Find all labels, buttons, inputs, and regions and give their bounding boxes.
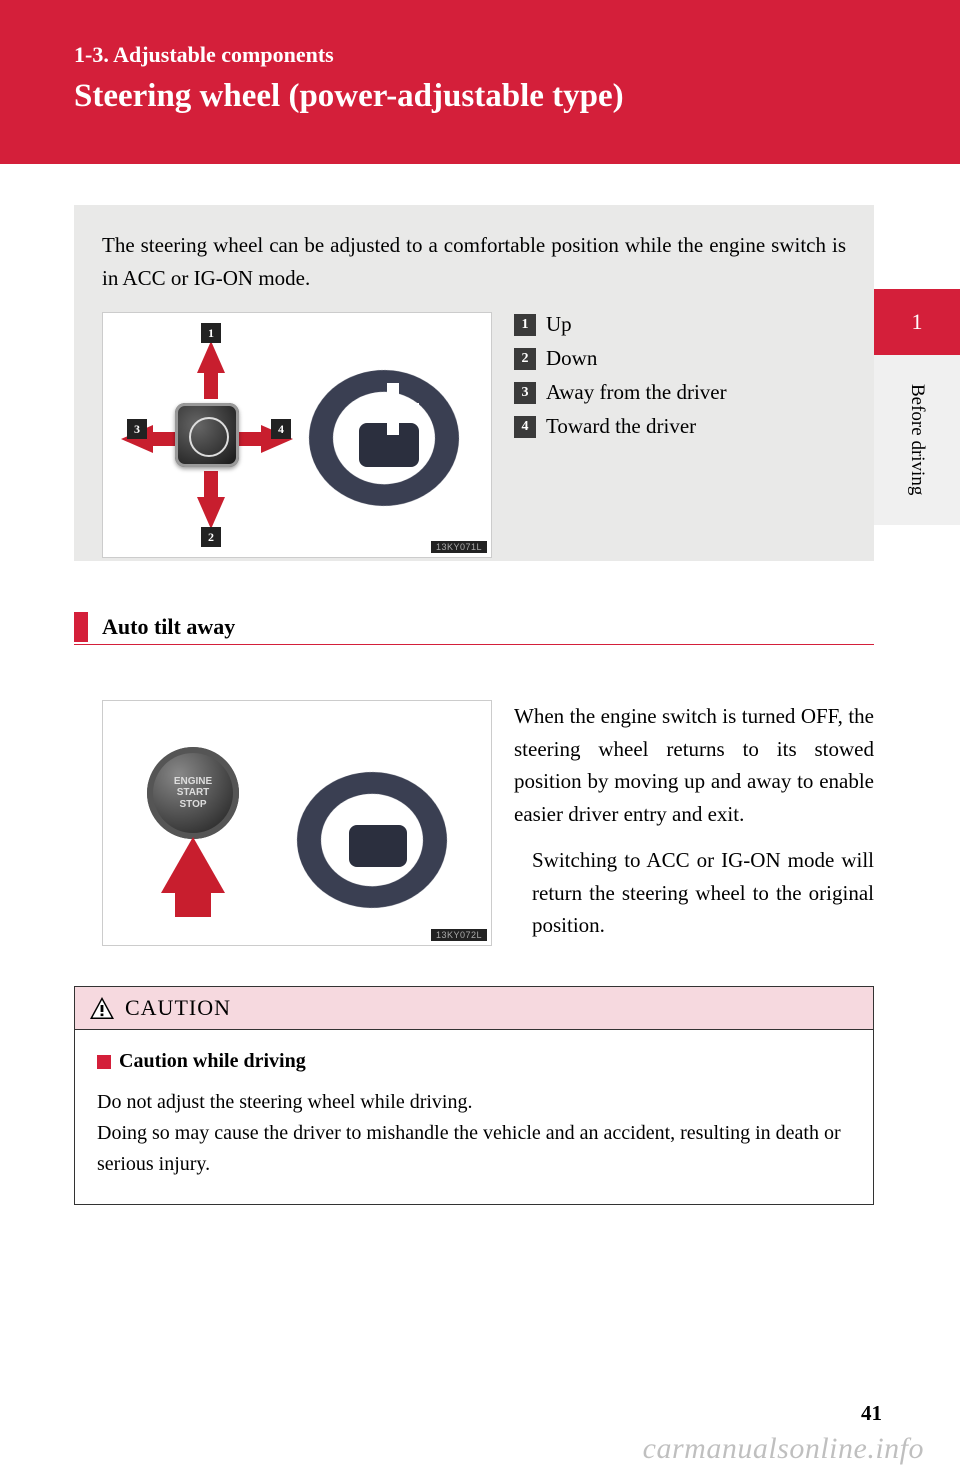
watermark: carmanualsonline.info: [643, 1432, 924, 1466]
list-badge-icon: 2: [514, 348, 536, 370]
intro-box: The steering wheel can be adjusted to a …: [74, 205, 874, 561]
arrow-up-icon: [197, 341, 225, 373]
callout-badge-3: 3: [127, 419, 147, 439]
callout-badge-4: 4: [271, 419, 291, 439]
list-label: Up: [546, 312, 572, 337]
engine-btn-line: ENGINE: [174, 776, 212, 788]
direction-list: 1 Up 2 Down 3 Away from the driver 4 Tow…: [514, 312, 846, 558]
list-badge-icon: 4: [514, 416, 536, 438]
caution-header-label: CAUTION: [125, 995, 231, 1021]
header-bar: 1-3. Adjustable components Steering whee…: [0, 0, 960, 164]
list-label: Toward the driver: [546, 414, 696, 439]
side-tab-number: 1: [874, 289, 960, 355]
steering-wheel-schematic: [289, 323, 485, 547]
tilt-illustration: ENGINE START STOP 13KY072L: [102, 700, 492, 946]
caution-body: Caution while driving Do not adjust the …: [75, 1030, 873, 1204]
switch-knob-icon: [175, 403, 239, 467]
red-square-icon: [97, 1055, 111, 1069]
list-item: 2 Down: [514, 346, 846, 371]
callout-badge-2: 2: [201, 527, 221, 547]
list-item: 1 Up: [514, 312, 846, 337]
section-heading: Auto tilt away: [74, 612, 874, 645]
side-tab: 1 Before driving: [874, 289, 960, 525]
list-item: 3 Away from the driver: [514, 380, 846, 405]
section-heading-label: Auto tilt away: [102, 614, 235, 640]
tilt-paragraph: When the engine switch is turned OFF, th…: [514, 700, 874, 830]
caution-header: CAUTION: [75, 987, 873, 1030]
four-way-arrow-icon: [367, 383, 419, 435]
tilt-text: When the engine switch is turned OFF, th…: [514, 700, 874, 956]
chapter-label: 1-3. Adjustable components: [74, 42, 960, 68]
auto-tilt-row: ENGINE START STOP 13KY072L When the engi…: [74, 700, 874, 956]
list-label: Away from the driver: [546, 380, 727, 405]
steering-wheel-schematic: [275, 715, 485, 931]
caution-line: Doing so may cause the driver to mishand…: [97, 1118, 851, 1180]
callout-badge-1: 1: [201, 323, 221, 343]
caution-box: CAUTION Caution while driving Do not adj…: [74, 986, 874, 1205]
curved-arrow-icon: [385, 721, 465, 781]
list-badge-icon: 3: [514, 382, 536, 404]
side-tab-label-box: Before driving: [874, 355, 960, 525]
engine-btn-line: STOP: [179, 799, 206, 811]
caution-subhead: Caution while driving: [119, 1046, 306, 1077]
arrow-down-icon: [197, 497, 225, 529]
caution-line: Do not adjust the steering wheel while d…: [97, 1087, 851, 1118]
warning-triangle-icon: [89, 996, 115, 1020]
tilt-paragraph: Switching to ACC or IG-ON mode will retu…: [514, 844, 874, 942]
page-title: Steering wheel (power-adjustable type): [74, 78, 960, 115]
intro-illustration: 1 2 3 4 13KY071L: [102, 312, 492, 558]
illustration-id: 13KY071L: [431, 541, 487, 553]
list-badge-icon: 1: [514, 314, 536, 336]
press-arrow-icon: [161, 837, 225, 893]
illustration-id: 13KY072L: [431, 929, 487, 941]
engine-button-schematic: ENGINE START STOP: [117, 729, 267, 919]
page-number: 41: [861, 1401, 882, 1426]
list-item: 4 Toward the driver: [514, 414, 846, 439]
engine-btn-line: START: [177, 787, 210, 799]
side-tab-label: Before driving: [906, 384, 928, 495]
section-bar-icon: [74, 612, 88, 642]
engine-start-stop-icon: ENGINE START STOP: [147, 747, 239, 839]
list-label: Down: [546, 346, 597, 371]
intro-text: The steering wheel can be adjusted to a …: [102, 229, 846, 294]
